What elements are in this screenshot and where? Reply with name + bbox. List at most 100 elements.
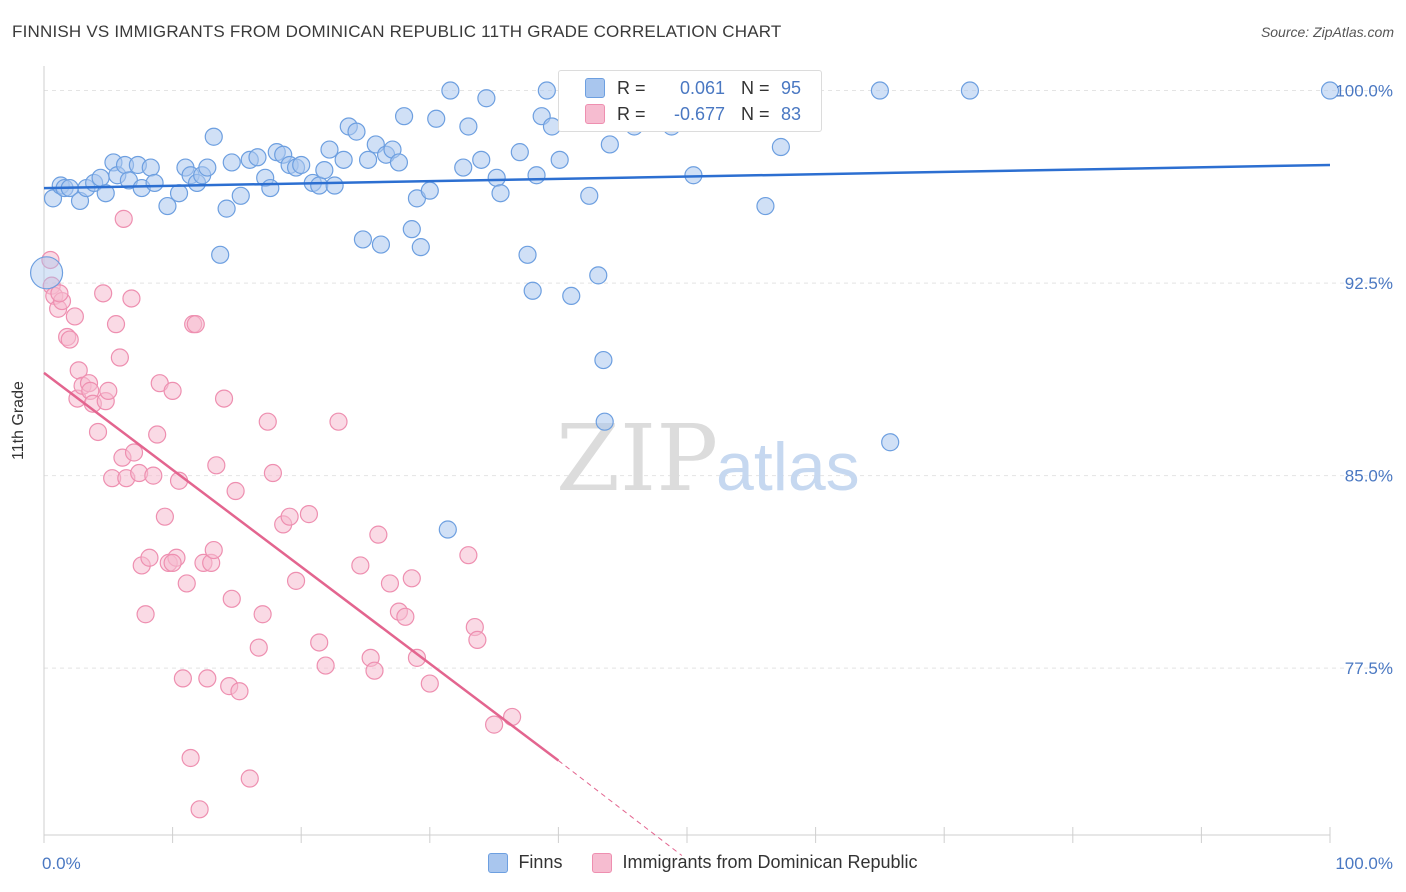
finns-point-74	[580, 186, 599, 205]
finns-point-72	[550, 150, 569, 169]
finns-point-56	[420, 181, 439, 200]
dominican-point-50	[222, 589, 241, 608]
dominican-point-6	[60, 330, 79, 349]
finns-point-15	[141, 158, 160, 177]
dominican-point-79	[503, 707, 522, 727]
dominican-point-80	[114, 209, 133, 228]
stats-row-finns: R = 0.061 N = 95	[585, 76, 801, 100]
finns-point-92	[211, 245, 230, 264]
finns-point-31	[261, 178, 280, 198]
finns-point-62	[477, 89, 496, 108]
finns-point-89	[960, 81, 980, 100]
stats-row-dominican: R = -0.677 N = 83	[585, 102, 801, 126]
dominican-point-19	[106, 315, 126, 334]
dominican-point-64	[329, 412, 348, 431]
r-value: 0.061	[679, 77, 725, 98]
finns-point-63	[487, 168, 506, 187]
dominican-point-30	[148, 425, 167, 444]
finns-point-88	[870, 81, 890, 100]
finns-point-58	[441, 81, 460, 100]
finns-point-7	[91, 168, 110, 187]
dominican-point-55	[253, 605, 272, 624]
finns-point-41	[325, 176, 344, 195]
dominican-points	[41, 209, 522, 819]
finns-point-77	[595, 412, 614, 431]
n-value: 95	[781, 77, 802, 98]
watermark: ZIP atlas	[556, 405, 860, 512]
chart-title: FINNISH VS IMMIGRANTS FROM DOMINICAN REP…	[12, 22, 782, 41]
dominican-trend-line	[43, 371, 560, 762]
finns-point-94	[1320, 81, 1340, 100]
n-value: 83	[781, 103, 802, 124]
y-tick-label-0: 77.5%	[1345, 659, 1393, 678]
dominican-point-54	[249, 638, 268, 657]
stats-legend: R = 0.061 N = 95 R = -0.677 N = 83	[558, 70, 822, 132]
dominican-point-72	[402, 569, 421, 588]
finns-point-40	[320, 140, 339, 159]
finns-point-38	[310, 176, 329, 195]
finns-point-18	[169, 184, 189, 203]
dominican-trend-extension	[558, 760, 683, 856]
dominican-point-44	[198, 669, 217, 688]
finns-point-45	[353, 230, 373, 249]
finns-point-53	[402, 220, 421, 239]
dominican-point-20	[110, 348, 129, 367]
finns-point-66	[518, 245, 537, 264]
dominican-point-39	[181, 748, 200, 768]
finns-point-25	[217, 199, 236, 218]
dominican-point-63	[316, 656, 335, 675]
dominican-point-81	[50, 284, 69, 303]
x-tick-label-0: 0.0%	[42, 854, 81, 873]
dominican-point-75	[459, 546, 478, 565]
dominican-point-71	[396, 607, 415, 626]
finns-point-29	[248, 148, 267, 167]
finns-point-60	[459, 117, 478, 136]
finns-point-90	[881, 433, 900, 452]
dominican-point-78	[485, 715, 504, 734]
dominican-point-29	[144, 466, 163, 485]
finns-point-65	[510, 143, 529, 162]
finns-point-75	[589, 266, 608, 285]
dominican-point-62	[310, 633, 329, 652]
y-tick-label-3: 100.0%	[1335, 82, 1393, 101]
finns-point-27	[231, 186, 250, 205]
finns-point-59	[454, 158, 473, 177]
dominican-point-56	[258, 412, 277, 431]
finns-point-52	[394, 107, 414, 126]
dominican-point-65	[351, 556, 370, 575]
dominican-point-74	[420, 674, 439, 693]
dominican-point-52	[230, 682, 249, 701]
axes	[43, 66, 1331, 843]
legend-item-dominican: Immigrants from Dominican Republic	[592, 852, 918, 873]
dominican-point-23	[122, 289, 141, 308]
finns-point-46	[358, 150, 378, 169]
dominican-point-42	[190, 800, 209, 819]
finns-legend-swatch	[488, 852, 509, 873]
finns-point-39	[315, 161, 334, 180]
dominican-point-24	[124, 443, 144, 462]
finns-point-78	[600, 135, 619, 154]
dominican-point-34	[163, 381, 182, 400]
r-label: R =	[617, 103, 646, 124]
finns-point-51	[389, 153, 409, 172]
legend-item-finns: Finns	[488, 852, 562, 873]
finns-point-55	[411, 238, 430, 257]
tick-labels: 77.5% 85.0% 92.5% 100.0% 0.0% 100.0%	[42, 82, 1393, 873]
finns-point-64	[491, 184, 510, 203]
finns-point-68	[527, 166, 546, 185]
finns-point-8	[96, 184, 115, 203]
dominican-point-67	[365, 661, 384, 680]
r-value: -0.677	[673, 103, 725, 124]
dominican-point-57	[263, 463, 283, 483]
dominican-point-17	[99, 381, 118, 400]
watermark-zip: ZIP	[556, 405, 718, 512]
finns-point-16	[145, 173, 164, 193]
finns-point-48	[371, 235, 391, 254]
finns-point-87	[771, 137, 790, 157]
y-tick-label-1: 85.0%	[1345, 467, 1393, 486]
dominican-point-59	[280, 507, 299, 526]
bottom-legend: Finns Immigrants from Dominican Republic	[0, 852, 1406, 873]
dominican-point-48	[214, 389, 234, 408]
finns-point-24	[204, 127, 223, 146]
